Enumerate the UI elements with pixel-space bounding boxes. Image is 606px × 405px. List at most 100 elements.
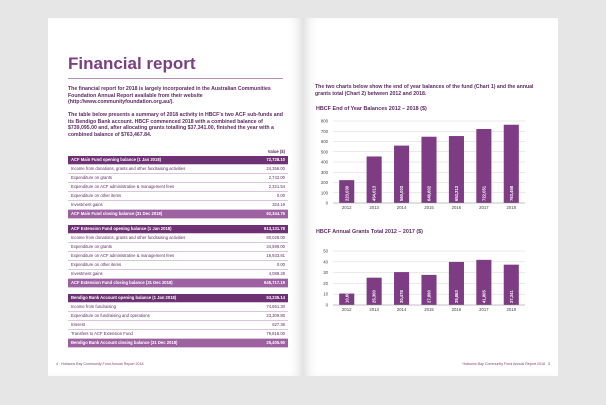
bar [503,264,519,305]
table-row: Expenditure on other items 0.00 [68,192,288,201]
row-label: Expenditure on other items [71,262,122,267]
value-label: 646,602 [427,185,432,201]
table-row: Expenditure on grants 2,742.00 [68,174,288,183]
bar [339,180,355,203]
row-value: 79,818.00 [266,331,285,336]
row-label: Expenditure on grants [71,244,112,249]
table-row: Bendigo Bank Account closing balance (31… [68,339,288,348]
row-value: 25,405.90 [266,340,285,345]
row-label: Income from donations, grants and other … [71,166,186,171]
row-value: 0.00 [276,262,285,267]
y-tick-label: 20 [323,281,328,286]
value-label: 25,300 [372,290,377,303]
table-row: Investment gains 324.19 [68,201,288,210]
y-tick-label: 0 [326,201,329,206]
paragraph: The table below presents a summary of 20… [68,112,283,138]
table-row: ACF Main Fund closing balance (31 Dec 20… [68,210,288,219]
value-label: 10,600 [344,290,349,303]
page-number: 5 [548,362,550,366]
row-label: Interest [71,322,85,327]
x-tick-label: 2012 [342,205,352,210]
table-row: ACF Extension Fund closing balance (31 D… [68,279,288,288]
x-tick-label: 2017 [479,205,489,210]
table-row: ACF Extension Fund opening balance (1 Ja… [68,225,288,234]
value-label: 223,030 [344,185,349,201]
value-label: 41,805 [481,290,486,303]
row-value: 613,131.78 [264,226,285,231]
table-row: Expenditure on ACF administrative & mana… [68,252,288,261]
row-value: 645,717.19 [264,280,285,285]
table-row: Bendigo Bank Account opening balance (1 … [68,294,288,303]
y-tick-label: 400 [321,160,329,165]
footer-text: Hobsons Bay Community Fund Annual Report… [61,362,144,366]
y-tick-label: 200 [321,180,329,185]
value-label: 37,341 [509,290,514,303]
x-tick-label: 2017 [479,307,489,312]
value-label: 560,003 [399,185,404,201]
row-label: Income from donations, grants and other … [71,235,186,240]
x-tick-label: 2016 [452,307,462,312]
row-label: ACF Main Fund closing balance (31 Dec 20… [71,211,163,216]
row-label: Expenditure on ACF administrative & mana… [71,184,175,189]
bar [339,293,355,305]
x-tick-label: 2015 [424,307,434,312]
row-label: ACF Main Fund opening balance (1 Jan 201… [71,157,162,162]
row-label: Investment gains [71,202,103,207]
x-tick-label: 2013 [369,205,379,210]
footer-text: Hobsons Bay Community Fund Annual Report… [462,362,545,366]
bar [366,156,382,203]
x-tick-label: 2018 [507,307,517,312]
bar [394,272,410,305]
row-value: 34,599.00 [266,244,285,249]
value-label: 30,478 [399,290,404,303]
left-page: Financial report The financial report fo… [48,18,303,376]
finance-table: Value ($) ACF Main Fund opening balance … [68,148,288,348]
x-tick-label: 2014 [397,307,407,312]
value-label: 653,213 [454,185,459,201]
row-label: Income from fundraising [71,304,116,309]
table-row: Transfers to ACF Extension Fund 79,818.00 [68,330,288,339]
y-tick-label: 100 [321,190,329,195]
page-number: 4 [56,362,58,366]
page-title: Financial report [68,54,196,73]
row-value: 324.19 [272,202,285,207]
paragraph: The financial report for 2018 is largely… [68,86,271,106]
intro: The two charts below show the end of yea… [315,84,534,97]
x-tick-label: 2018 [507,205,517,210]
chart-title: HBCF Annual Grants Total 2012 – 2017 ($) [316,229,423,235]
x-tick-label: 2016 [452,205,462,210]
y-tick-label: 30 [323,270,328,275]
y-tick-label: 10 [323,292,328,297]
row-value: 74,661.30 [266,304,285,309]
y-tick-label: 600 [321,139,329,144]
row-value: 0.00 [276,193,285,198]
bar [366,277,382,305]
table-row: Expenditure on other items 0.00 [68,261,288,270]
bar [476,259,492,305]
row-label: ACF Extension Fund opening balance (1 Ja… [71,226,172,231]
value-label: 763,468 [509,185,514,201]
row-label: Investment gains [71,271,103,276]
value-label: 454,013 [372,185,377,201]
title-rule [68,78,283,79]
row-value: 24,356.00 [266,166,285,171]
bar [503,124,519,203]
table-row: Income from donations, grants and other … [68,165,288,174]
row-label: Expenditure on fundraising and operation… [71,313,150,318]
table-row: Interest 627.36 [68,321,288,330]
row-value: 627.36 [272,322,285,327]
row-label: Bendigo Bank Account opening balance (1 … [71,295,177,300]
row-label: Expenditure on grants [71,175,112,180]
row-label: Bendigo Bank Account closing balance (31… [71,340,178,345]
value-label: 27,890 [427,290,432,303]
x-tick-label: 2012 [342,307,352,312]
footer: 4 Hobsons Bay Community Fund Annual Repo… [56,362,144,366]
row-value: 2,742.00 [268,175,285,180]
bar [421,274,437,305]
table-header: Value ($) [267,149,285,154]
x-tick-label: 2014 [397,205,407,210]
table-row: Expenditure on fundraising and operation… [68,312,288,321]
y-tick-label: 700 [321,129,329,134]
